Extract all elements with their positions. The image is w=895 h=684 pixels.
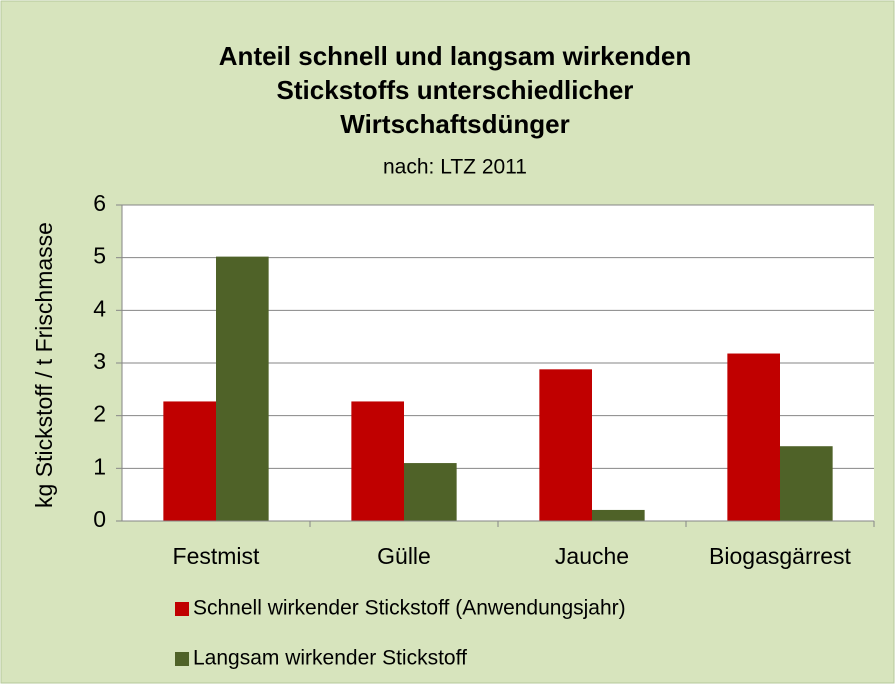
x-tick-label: Festmist <box>173 543 261 569</box>
bar <box>163 401 216 521</box>
x-tick-label: Biogasgärrest <box>709 543 852 569</box>
bar <box>351 401 404 521</box>
chart-title: Stickstoffs unterschiedlicher <box>277 75 634 105</box>
bar <box>539 369 592 521</box>
y-tick-label: 1 <box>93 453 106 479</box>
y-tick-label: 5 <box>93 243 106 269</box>
legend-swatch <box>175 602 189 616</box>
bar <box>727 353 780 521</box>
legend-label: Schnell wirkender Stickstoff (Anwendungs… <box>193 597 626 620</box>
bar <box>780 446 833 521</box>
y-tick-label: 6 <box>93 190 106 216</box>
x-tick-label: Jauche <box>555 543 629 569</box>
y-tick-label: 4 <box>93 295 106 321</box>
chart-title: Wirtschaftsdünger <box>340 109 569 139</box>
chart-subtitle: nach: LTZ 2011 <box>383 156 527 179</box>
bar <box>216 256 269 521</box>
x-tick-label: Gülle <box>377 543 431 569</box>
y-axis-label: kg Stickstoff / t Frischmasse <box>31 222 57 508</box>
legend-swatch <box>175 652 189 666</box>
y-tick-label: 2 <box>93 401 106 427</box>
bar <box>404 463 457 521</box>
y-tick-label: 3 <box>93 348 106 374</box>
bar <box>592 509 645 521</box>
legend-label: Langsam wirkender Stickstoff <box>193 647 467 670</box>
chart-title: Anteil schnell und langsam wirkenden <box>219 41 691 71</box>
y-tick-label: 0 <box>93 506 106 532</box>
